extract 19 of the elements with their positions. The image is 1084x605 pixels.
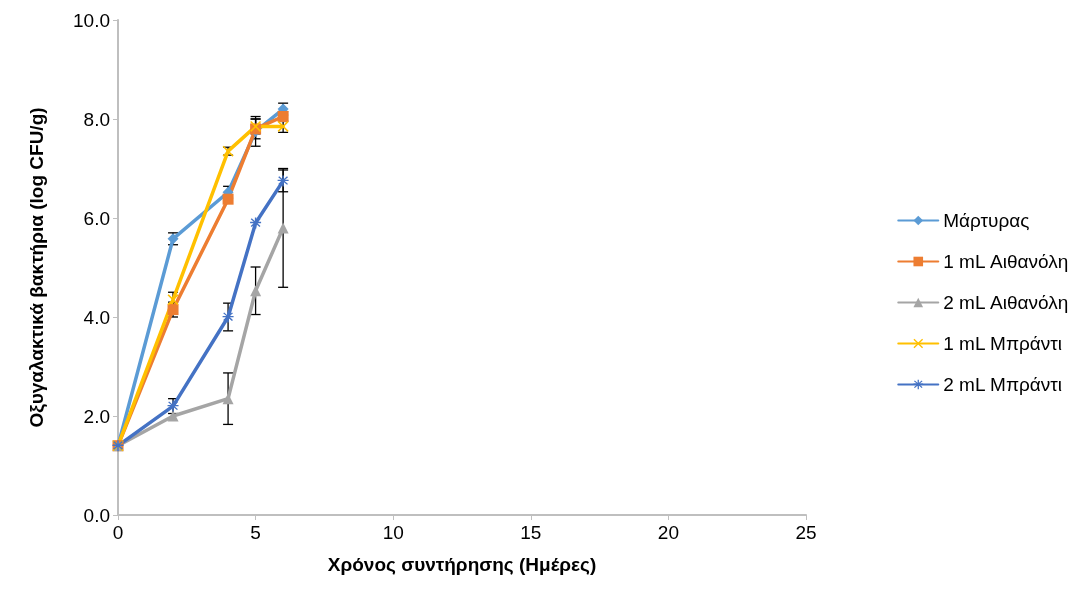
x-tick-label: 10 bbox=[382, 522, 404, 543]
x-tick-label: 20 bbox=[657, 522, 679, 543]
legend-label: 2 mL Μπράντι bbox=[943, 374, 1063, 395]
y-tick-label: 6.0 bbox=[83, 207, 110, 229]
legend-label: 1 mL Αιθανόλη bbox=[943, 251, 1069, 272]
x-tick-label: 5 bbox=[250, 522, 261, 543]
x-tick-label: 15 bbox=[520, 522, 542, 543]
y-tick-label: 8.0 bbox=[83, 108, 110, 130]
y-axis-title: Οξυγαλακτικά βακτήρια (log CFU/g) bbox=[26, 107, 48, 428]
legend-label: 2 mL Αιθανόλη bbox=[943, 292, 1069, 313]
y-tick-label: 2.0 bbox=[83, 405, 110, 427]
x-axis-title: Χρόνος συντήρησης (Ημέρες) bbox=[327, 554, 597, 575]
y-tick-label: 4.0 bbox=[83, 306, 110, 328]
x-tick-label: 0 bbox=[112, 522, 124, 543]
legend-label: Μάρτυρας bbox=[943, 210, 1030, 231]
x-tick-label: 25 bbox=[795, 522, 817, 543]
y-tick-label: 0.0 bbox=[83, 504, 110, 526]
y-tick-label: 10.0 bbox=[73, 9, 110, 31]
legend-label: 1 mL Μπράντι bbox=[943, 333, 1063, 354]
